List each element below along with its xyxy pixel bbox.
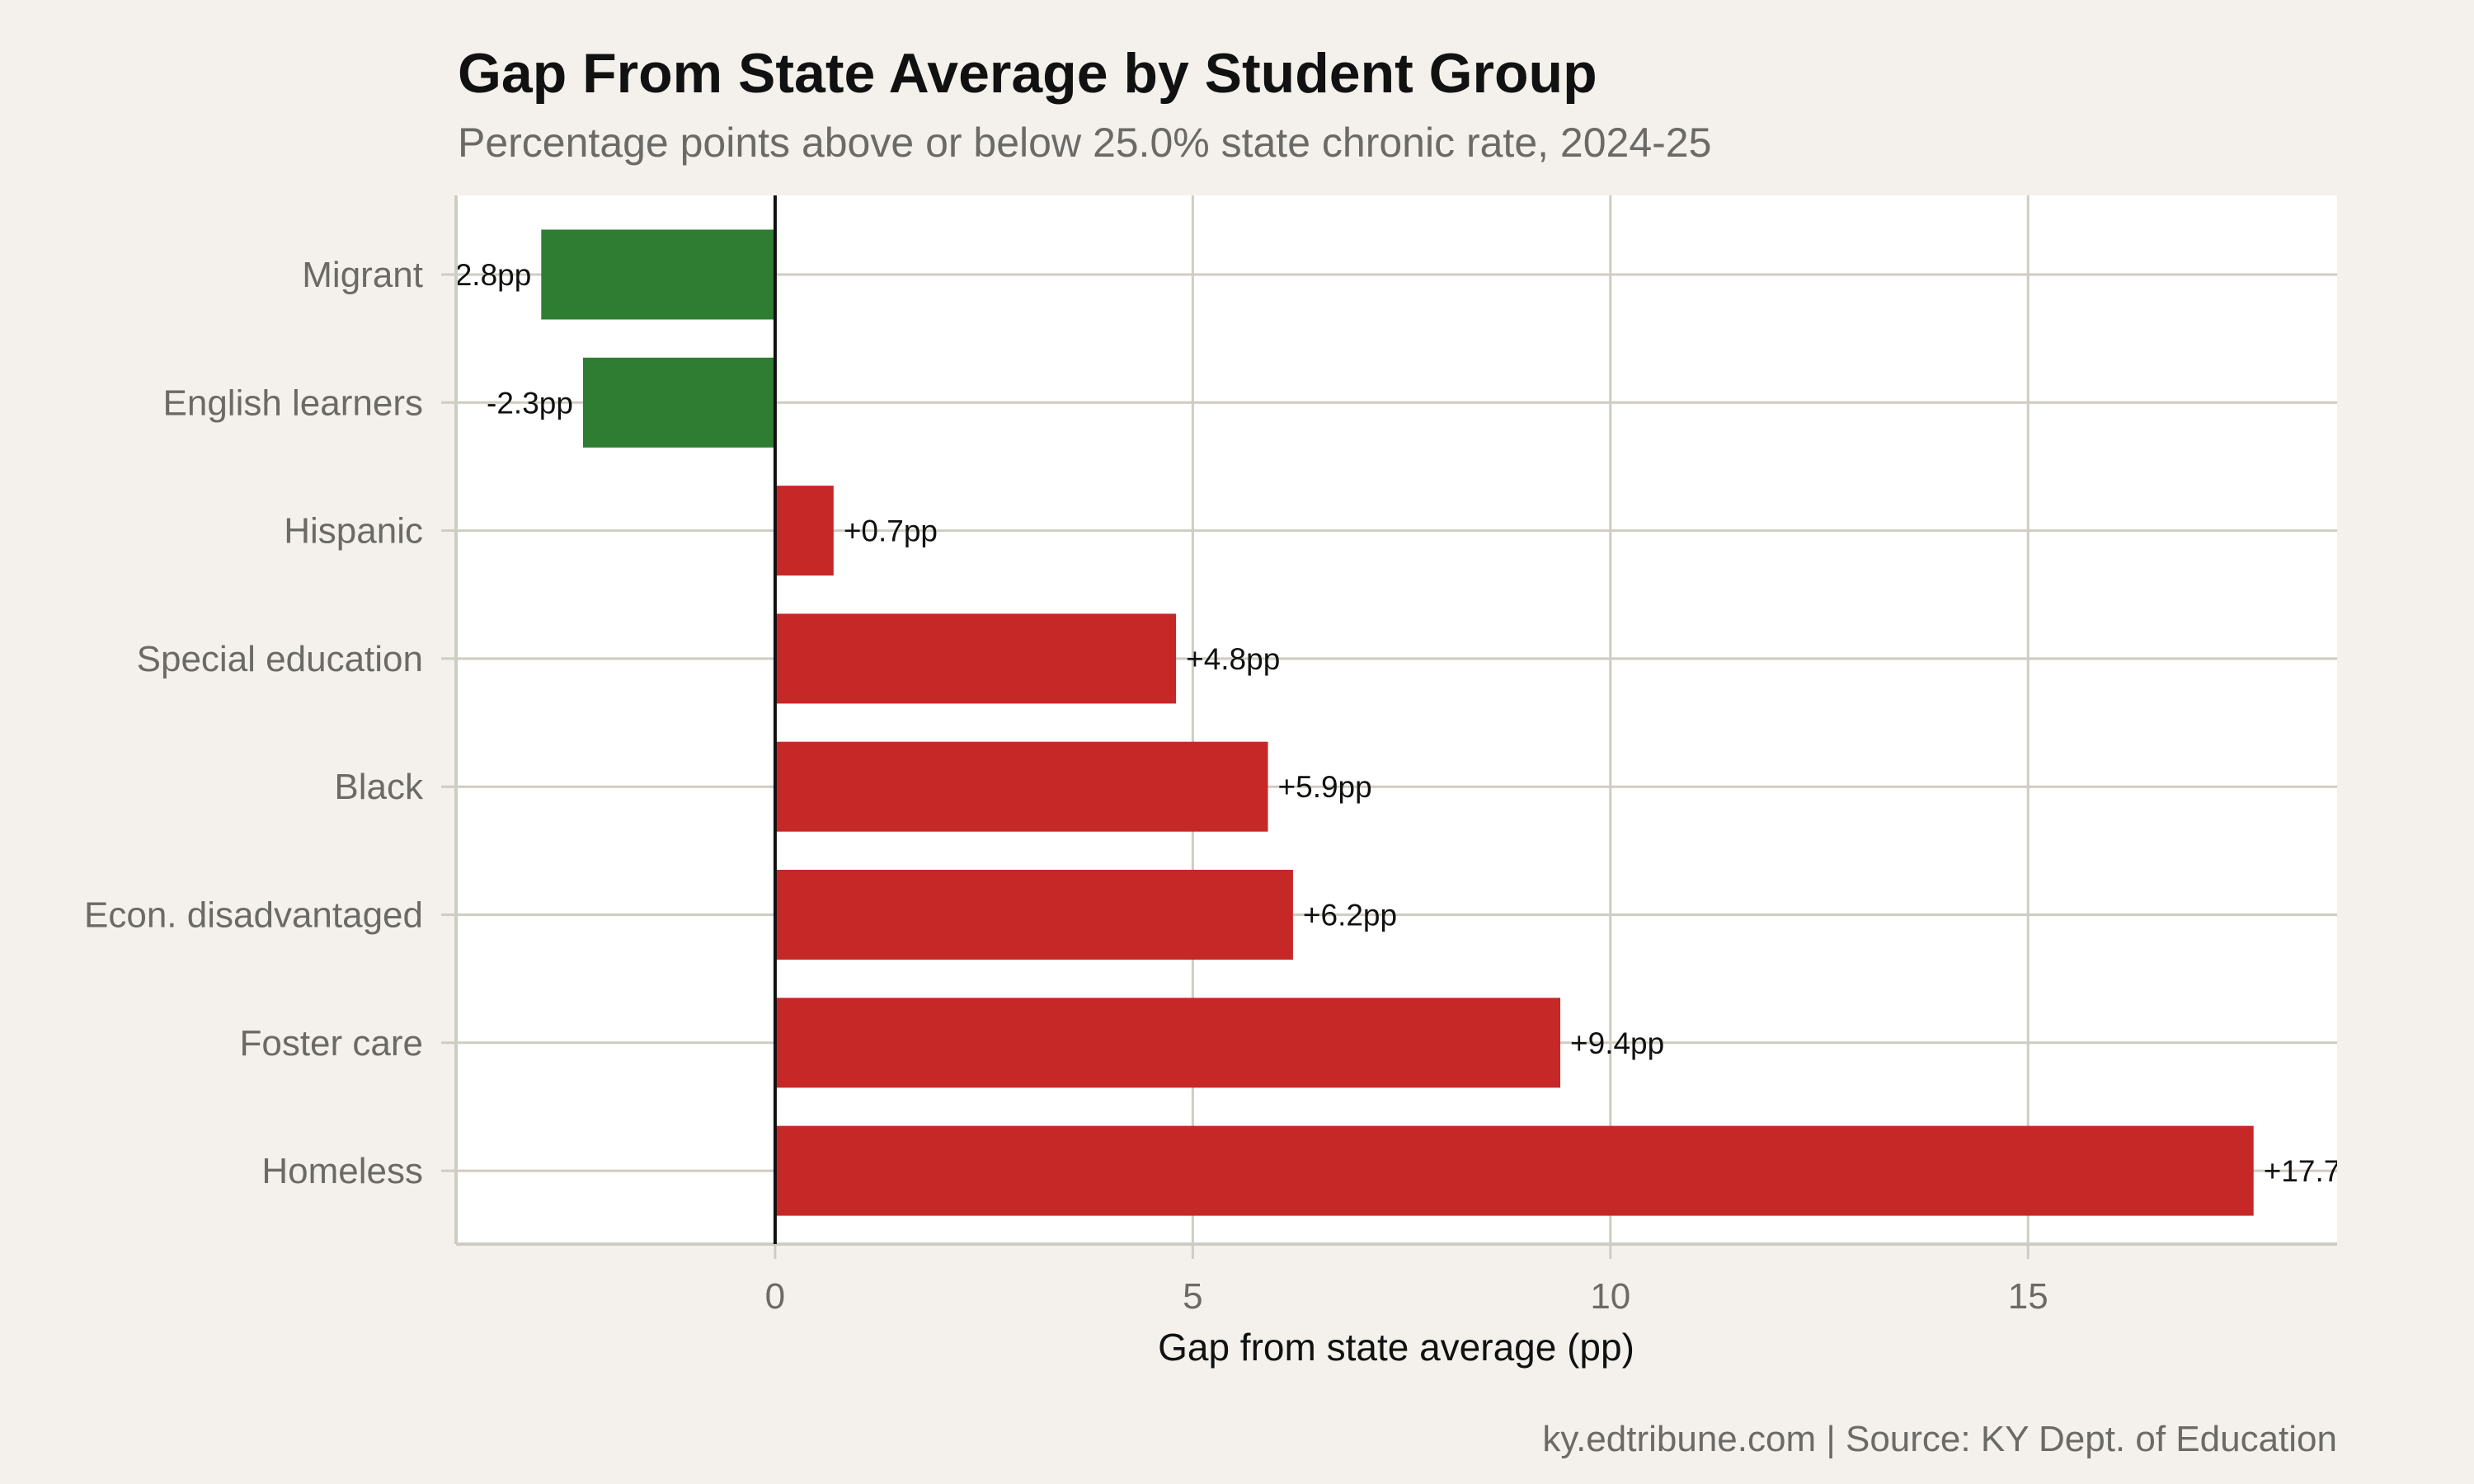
y-tick-label: English learners <box>163 383 424 423</box>
bar <box>774 998 1561 1088</box>
chart-title: Gap From State Average by Student Group <box>458 42 1597 105</box>
x-tick-label: 10 <box>1590 1276 1630 1317</box>
data-label: +9.4pp <box>1570 1026 1664 1060</box>
data-label: +4.8pp <box>1186 642 1280 676</box>
x-axis-ticks: 0 5 10 15 <box>765 1244 2048 1317</box>
data-label: -2.8pp <box>444 258 531 292</box>
bar <box>582 357 775 448</box>
x-tick-label: 0 <box>765 1276 785 1317</box>
y-tick-label: Hispanic <box>284 511 423 552</box>
y-tick-label: Special education <box>137 639 423 679</box>
data-label: +17.7pp <box>2264 1154 2375 1188</box>
x-axis-title: Gap from state average (pp) <box>1158 1326 1634 1369</box>
y-tick-label: Homeless <box>261 1151 423 1191</box>
chart-subtitle: Percentage points above or below 25.0% s… <box>458 120 1711 166</box>
bar <box>774 870 1293 960</box>
bar <box>774 486 834 576</box>
bars <box>541 229 2254 1216</box>
bar <box>774 613 1177 704</box>
x-tick-label: 15 <box>2008 1276 2048 1317</box>
caption: ky.edtribune.com | Source: KY Dept. of E… <box>1542 1419 2337 1459</box>
value-labels: -2.8pp -2.3pp +0.7pp +4.8pp +5.9pp +6.2pp +9.4… <box>444 258 2375 1188</box>
data-label: +0.7pp <box>844 514 938 548</box>
y-tick-label: Foster care <box>239 1023 423 1064</box>
y-tick-label: Econ. disadvantaged <box>84 895 423 936</box>
y-tick-label: Black <box>334 767 424 807</box>
bar <box>774 741 1268 832</box>
y-tick-label: Migrant <box>302 255 423 295</box>
data-label: +6.2pp <box>1303 899 1397 932</box>
x-tick-label: 5 <box>1183 1276 1202 1317</box>
data-label: -2.3pp <box>487 386 573 420</box>
bar <box>774 1125 2254 1216</box>
y-axis-labels: Migrant English learners Hispanic Special e… <box>84 255 456 1191</box>
bar <box>541 229 775 320</box>
data-label: +5.9pp <box>1278 770 1372 804</box>
